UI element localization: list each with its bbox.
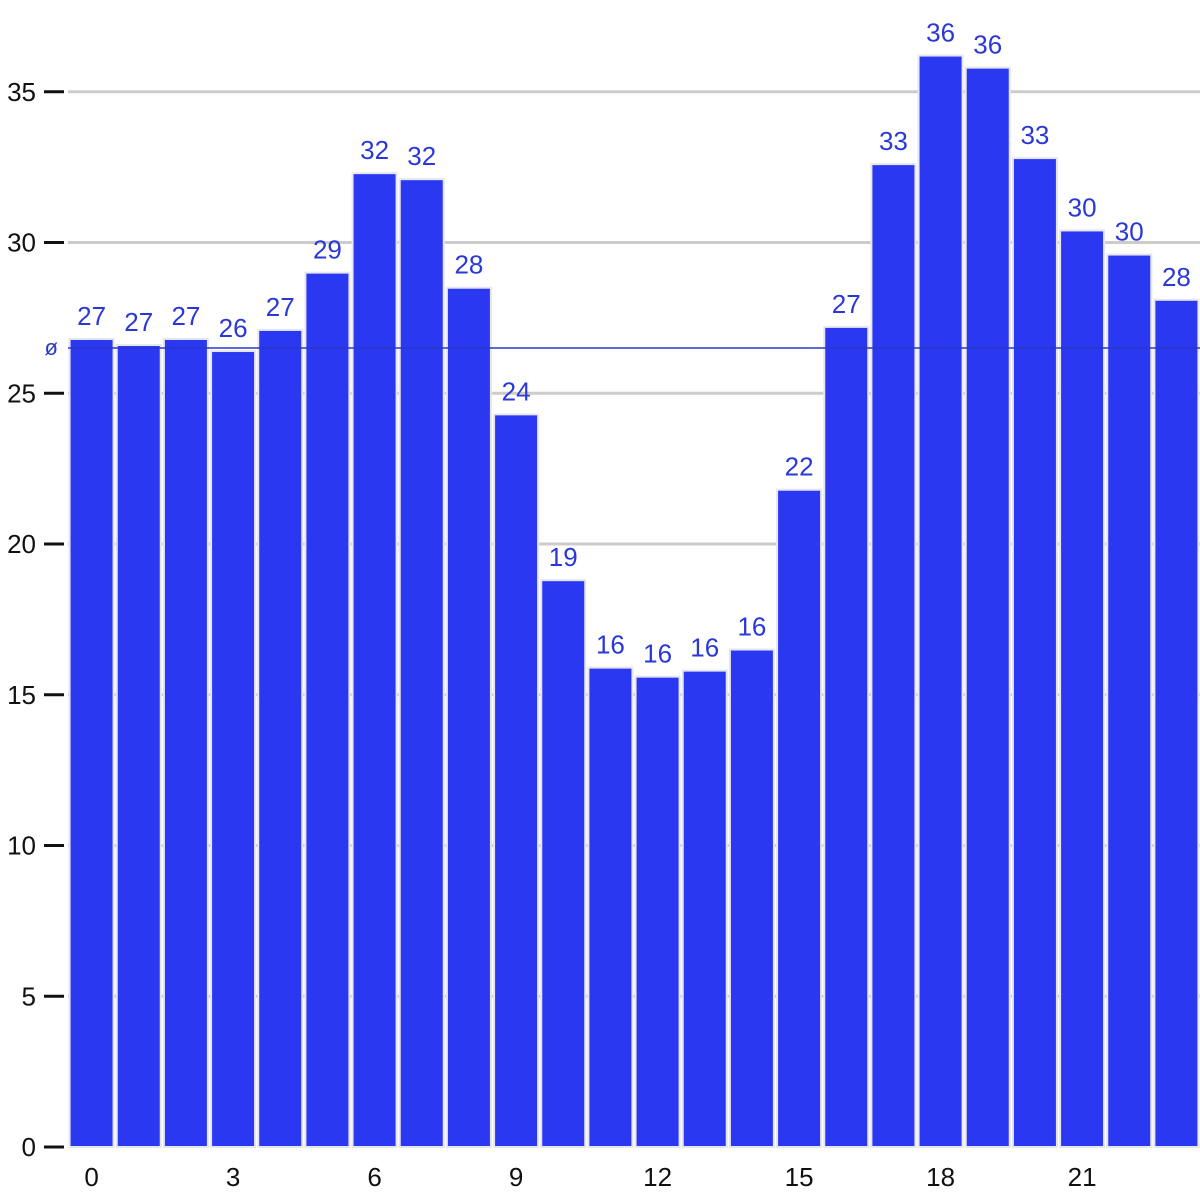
bar-9 bbox=[493, 413, 540, 1149]
y-tick-label: 20 bbox=[7, 529, 36, 559]
bar-7 bbox=[398, 178, 445, 1148]
y-tick-label: 15 bbox=[7, 680, 36, 710]
data-label-2: 27 bbox=[171, 301, 200, 331]
bar-21 bbox=[1059, 229, 1106, 1148]
average-line-group: ø bbox=[45, 335, 1200, 360]
data-label-4: 27 bbox=[266, 292, 295, 322]
x-tick-label: 21 bbox=[1068, 1162, 1097, 1192]
bar-15 bbox=[776, 488, 823, 1149]
data-labels: 27 27 27 26 27 29 32 32 28 24 19 16 16 16 16 22 27 33 36 36… bbox=[77, 18, 1191, 669]
y-tick-label: 10 bbox=[7, 831, 36, 861]
data-label-1: 27 bbox=[124, 307, 153, 337]
data-label-16: 27 bbox=[832, 289, 861, 319]
bar-18 bbox=[917, 54, 964, 1149]
y-tick-label: 35 bbox=[7, 77, 36, 107]
y-tick-label: 0 bbox=[22, 1132, 36, 1162]
bar-1 bbox=[115, 344, 162, 1148]
x-tick-label: 9 bbox=[509, 1162, 523, 1192]
bar-19 bbox=[964, 66, 1011, 1148]
data-label-7: 32 bbox=[407, 141, 436, 171]
data-label-10: 19 bbox=[549, 542, 578, 572]
bar-22 bbox=[1106, 253, 1153, 1148]
bar-20 bbox=[1011, 157, 1058, 1148]
bar-0 bbox=[68, 337, 115, 1149]
bar-10 bbox=[540, 579, 587, 1148]
data-label-6: 32 bbox=[360, 135, 389, 165]
data-label-3: 26 bbox=[219, 313, 248, 343]
bar-11 bbox=[587, 666, 634, 1148]
bar-5 bbox=[304, 271, 351, 1148]
data-label-0: 27 bbox=[77, 301, 106, 331]
data-label-5: 29 bbox=[313, 235, 342, 265]
bar-14 bbox=[728, 648, 775, 1149]
bar-23 bbox=[1153, 298, 1200, 1149]
bar-16 bbox=[823, 325, 870, 1149]
data-label-22: 30 bbox=[1115, 217, 1144, 247]
bar-2 bbox=[162, 337, 209, 1149]
data-label-14: 16 bbox=[737, 612, 766, 642]
data-label-18: 36 bbox=[926, 18, 955, 48]
x-tick-label: 15 bbox=[785, 1162, 814, 1192]
y-tick-label: 30 bbox=[7, 228, 36, 258]
gridlines bbox=[68, 90, 1200, 998]
data-label-19: 36 bbox=[973, 30, 1002, 60]
bar-12 bbox=[634, 675, 681, 1148]
data-label-9: 24 bbox=[502, 376, 531, 406]
y-axis: 0 5 10 15 20 25 30 35 bbox=[7, 77, 64, 1162]
data-label-20: 33 bbox=[1020, 120, 1049, 150]
data-label-13: 16 bbox=[690, 633, 719, 663]
data-label-12: 16 bbox=[643, 639, 672, 669]
x-tick-label: 0 bbox=[84, 1162, 98, 1192]
bar-13 bbox=[681, 669, 728, 1148]
data-label-23: 28 bbox=[1162, 262, 1191, 292]
x-tick-label: 12 bbox=[643, 1162, 672, 1192]
bars bbox=[68, 54, 1200, 1149]
x-tick-label: 6 bbox=[367, 1162, 381, 1192]
data-label-21: 30 bbox=[1068, 192, 1097, 222]
x-axis: 0 3 6 9 12 15 18 21 bbox=[84, 1162, 1096, 1192]
data-label-11: 16 bbox=[596, 630, 625, 660]
data-label-17: 33 bbox=[879, 126, 908, 156]
bar-17 bbox=[870, 163, 917, 1149]
bar-3 bbox=[210, 350, 257, 1149]
x-tick-label: 3 bbox=[226, 1162, 240, 1192]
data-label-8: 28 bbox=[454, 250, 483, 280]
average-label: ø bbox=[45, 335, 58, 360]
bar-6 bbox=[351, 172, 398, 1148]
data-label-15: 22 bbox=[785, 452, 814, 482]
bar-4 bbox=[257, 328, 304, 1148]
x-tick-label: 18 bbox=[926, 1162, 955, 1192]
bar-8 bbox=[445, 286, 492, 1149]
y-tick-label: 5 bbox=[22, 981, 36, 1011]
y-tick-label: 25 bbox=[7, 378, 36, 408]
